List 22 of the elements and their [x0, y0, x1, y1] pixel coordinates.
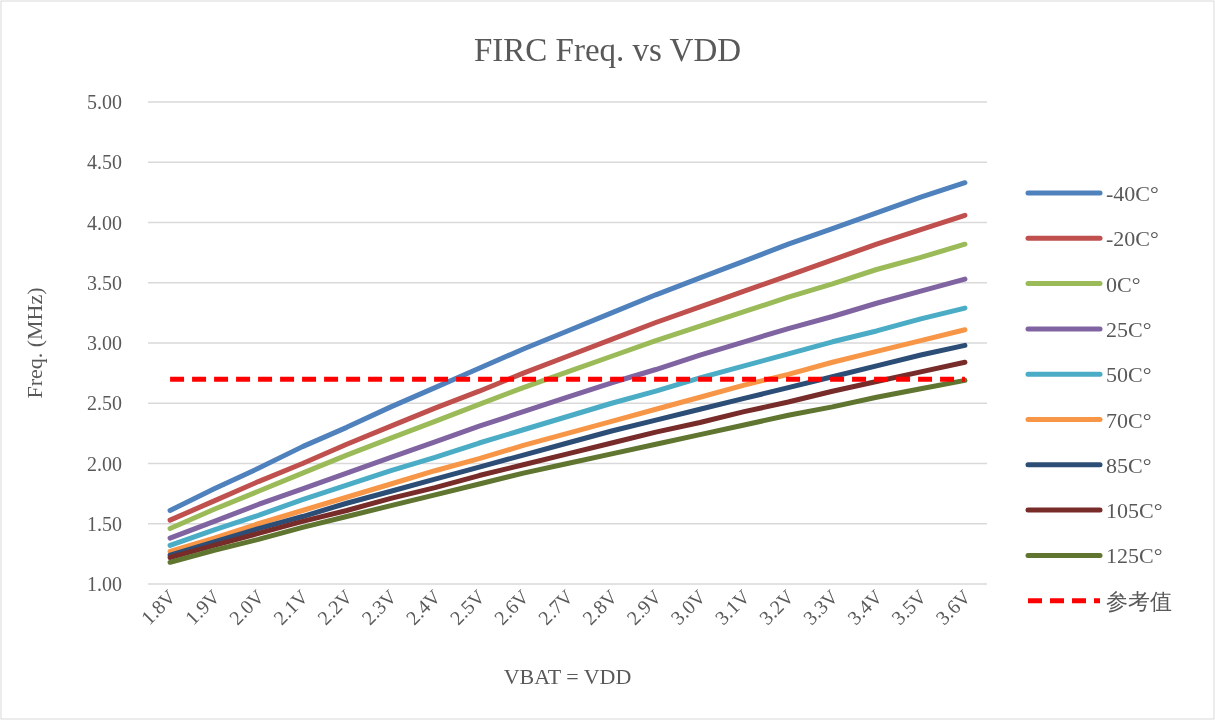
- y-tick-label: 5.00: [87, 91, 122, 113]
- legend-label: 125C°: [1106, 543, 1163, 569]
- chart-title: FIRC Freq. vs VDD: [473, 32, 742, 68]
- legend-label: 105C°: [1106, 498, 1163, 524]
- y-axis-title: Freq. (MHz): [22, 287, 47, 399]
- x-axis-title: VBAT = VDD: [503, 664, 632, 689]
- legend-label: 70C°: [1106, 407, 1152, 433]
- legend-label: 参考值: [1106, 588, 1172, 614]
- legend-label: 25C°: [1106, 316, 1152, 342]
- y-tick-label: 1.00: [87, 573, 122, 595]
- legend-label: -20C°: [1106, 226, 1159, 252]
- y-tick-label: 4.00: [87, 211, 122, 234]
- y-tick-label: 2.50: [87, 392, 122, 415]
- y-tick-label: 2.00: [87, 452, 122, 475]
- legend-label: 85C°: [1106, 452, 1152, 478]
- legend-label: 0C°: [1106, 271, 1141, 297]
- y-tick-label: 3.50: [87, 271, 122, 294]
- legend-label: 50C°: [1106, 362, 1152, 388]
- y-tick-label: 3.00: [87, 332, 122, 354]
- y-tick-label: 1.50: [87, 512, 122, 535]
- y-tick-label: 4.50: [87, 151, 122, 174]
- legend-label: -40C°: [1106, 181, 1159, 206]
